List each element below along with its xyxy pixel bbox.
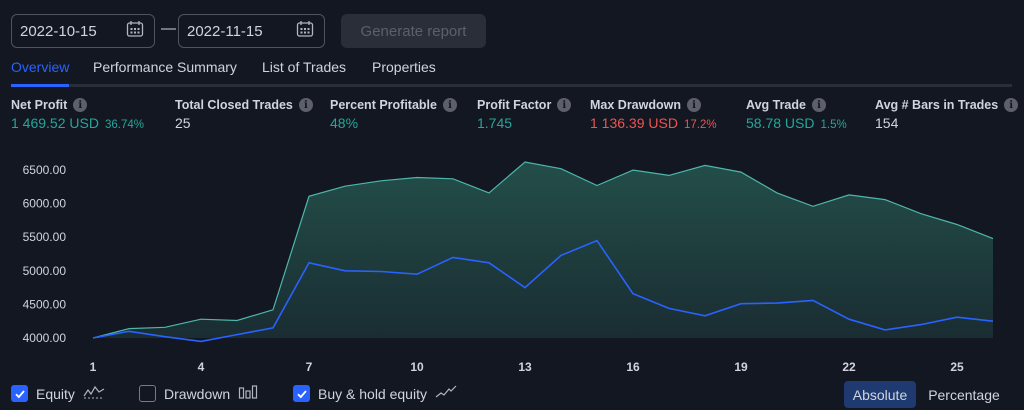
legend-label: Equity <box>36 385 75 402</box>
info-icon[interactable]: i <box>687 98 701 112</box>
y-tick-label: 5500.00 <box>23 230 67 244</box>
legend-drawdown[interactable]: Drawdown <box>139 384 258 403</box>
calendar-icon[interactable] <box>296 20 314 42</box>
legend-label: Buy & hold equity <box>318 385 427 402</box>
generate-report-button[interactable]: Generate report <box>341 14 486 48</box>
tab-bar-divider <box>11 84 1012 87</box>
equity-icon <box>83 384 105 403</box>
metric-value: 1 469.52 USD <box>11 115 99 131</box>
metric-percent-profitable: Percent Profitable i 48% <box>330 98 457 131</box>
y-tick-label: 6500.00 <box>23 163 67 177</box>
metric-percent: 1.5% <box>820 119 847 131</box>
tab-properties[interactable]: Properties <box>372 59 436 75</box>
calendar-icon[interactable] <box>126 20 144 42</box>
equity-chart: 4000.00 4500.00 5000.00 5500.00 6000.00 6500.… <box>23 161 994 374</box>
x-tick-label: 25 <box>950 360 964 374</box>
metric-value: 58.78 USD <box>746 115 815 131</box>
start-date-field[interactable]: 2022-10-15 <box>11 14 155 48</box>
end-date-value: 2022-11-15 <box>187 22 263 40</box>
metric-label: Net Profit <box>11 98 68 112</box>
y-tick-label: 4000.00 <box>23 331 67 345</box>
info-icon[interactable]: i <box>557 98 572 112</box>
legend-label: Drawdown <box>164 385 231 402</box>
y-axis: 4000.00 4500.00 5000.00 5500.00 6000.00 6500.… <box>23 163 67 345</box>
buy-hold-equity-line <box>92 239 994 343</box>
equity-area <box>93 162 993 338</box>
metric-percent: 36.74% <box>104 119 144 131</box>
x-tick-label: 19 <box>734 360 748 374</box>
metric-percent: 17.2% <box>683 119 717 131</box>
info-icon[interactable]: i <box>811 98 826 112</box>
equity-line <box>92 161 994 339</box>
tab-performance-summary[interactable]: Performance Summary <box>93 59 237 75</box>
x-tick-label: 22 <box>842 360 856 374</box>
date-separator: — <box>161 20 176 37</box>
x-tick-label: 13 <box>518 360 532 374</box>
info-icon[interactable]: i <box>1004 98 1019 112</box>
y-tick-label: 4500.00 <box>23 297 67 311</box>
metric-value: 48% <box>330 115 359 131</box>
info-icon[interactable]: i <box>442 98 457 112</box>
buy-hold-equity-checkbox[interactable] <box>293 385 310 402</box>
legend-equity[interactable]: Equity <box>11 384 105 403</box>
metric-label: Total Closed Trades <box>175 98 293 112</box>
info-icon[interactable]: i <box>298 98 313 112</box>
buy-hold-icon <box>435 384 457 403</box>
metric-profit-factor: Profit Factor i 1.745 <box>477 98 572 131</box>
tab-overview[interactable]: Overview <box>11 59 70 87</box>
metric-avg-bars-in-trades: Avg # Bars in Trades i 154 <box>875 98 1019 131</box>
metric-value: 154 <box>875 115 899 131</box>
absolute-toggle-button[interactable]: Absolute <box>844 381 916 408</box>
metric-label: Avg # Bars in Trades <box>875 98 999 112</box>
legend-buy-hold-equity[interactable]: Buy & hold equity <box>293 384 457 403</box>
tab-bar: Overview Performance Summary List of Tra… <box>11 59 1012 87</box>
x-tick-label: 10 <box>410 360 424 374</box>
equity-checkbox[interactable] <box>11 385 28 402</box>
x-axis: 1 4 7 10 13 16 19 22 25 <box>90 360 964 374</box>
end-date-field[interactable]: 2022-11-15 <box>178 14 325 48</box>
metric-max-drawdown: Max Drawdown i 1 136.39 USD 17.2% <box>590 98 717 131</box>
metric-value: 25 <box>175 115 191 131</box>
tab-list-of-trades[interactable]: List of Trades <box>262 59 347 75</box>
metric-label: Avg Trade <box>746 98 806 112</box>
y-tick-label: 6000.00 <box>23 197 67 211</box>
metric-net-profit: Net Profit i 1 469.52 USD 36.74% <box>11 98 144 131</box>
metric-avg-trade: Avg Trade i 58.78 USD 1.5% <box>746 98 847 131</box>
metric-value: 1.745 <box>477 115 513 131</box>
metric-value: 1 136.39 USD <box>590 115 678 131</box>
x-tick-label: 7 <box>306 360 313 374</box>
metric-label: Profit Factor <box>477 98 552 112</box>
drawdown-icon <box>238 384 258 403</box>
metric-label: Max Drawdown <box>590 98 681 112</box>
percentage-toggle-button[interactable]: Percentage <box>928 386 1000 403</box>
info-icon[interactable]: i <box>73 98 88 112</box>
metric-total-closed-trades: Total Closed Trades i 25 <box>175 98 313 131</box>
start-date-value: 2022-10-15 <box>20 22 97 40</box>
drawdown-checkbox[interactable] <box>139 385 156 402</box>
x-tick-label: 1 <box>90 360 97 374</box>
metric-label: Percent Profitable <box>330 98 437 112</box>
x-tick-label: 4 <box>198 360 205 374</box>
x-tick-label: 16 <box>626 360 640 374</box>
y-tick-label: 5000.00 <box>23 264 67 278</box>
